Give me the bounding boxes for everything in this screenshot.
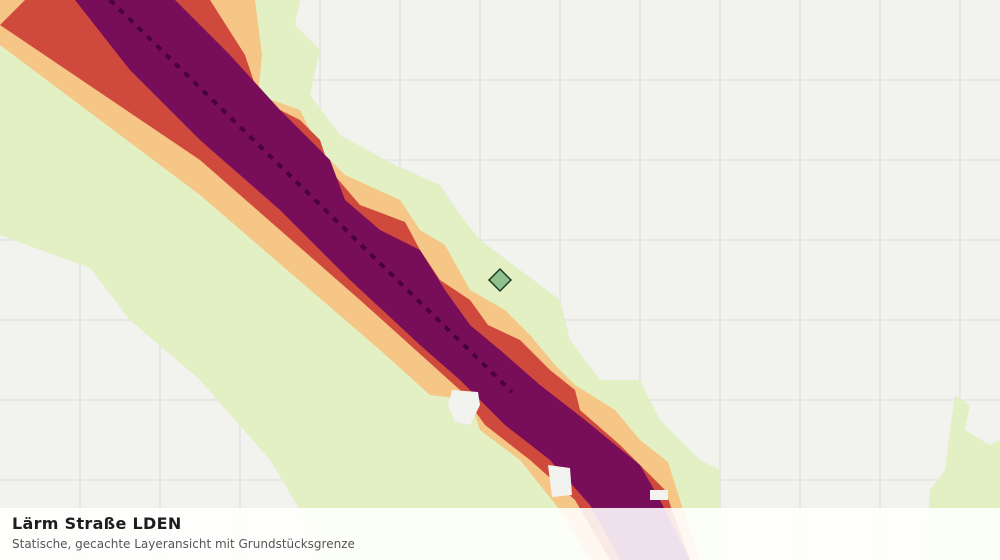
gap-patch bbox=[650, 490, 668, 500]
road-axis bbox=[108, 0, 514, 394]
gap-patch bbox=[548, 465, 572, 497]
parcel-boundary[interactable] bbox=[487, 267, 513, 293]
layer-title: Lärm Straße LDEN bbox=[12, 514, 182, 533]
layer-subtitle: Statische, gecachte Layeransicht mit Gru… bbox=[12, 537, 355, 551]
gap-patch bbox=[448, 390, 480, 425]
caption-bar: Lärm Straße LDEN Statische, gecachte Lay… bbox=[0, 508, 1000, 560]
noise-zone-very-high bbox=[75, 0, 690, 560]
